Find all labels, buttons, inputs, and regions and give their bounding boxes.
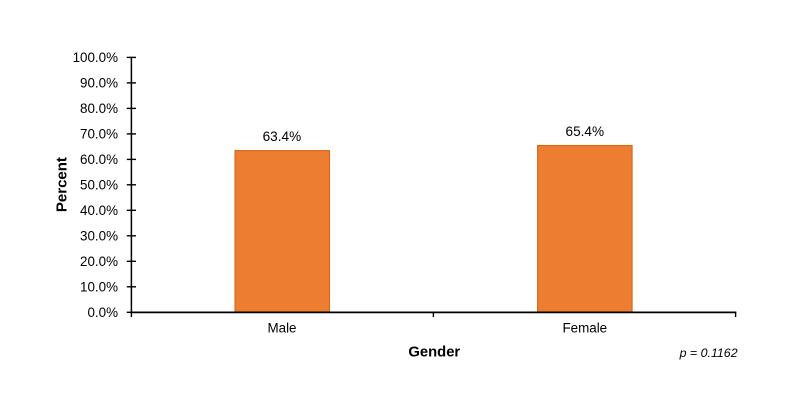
svg-text:70.0%: 70.0% (80, 127, 118, 142)
svg-text:Female: Female (562, 320, 607, 335)
svg-text:10.0%: 10.0% (80, 280, 118, 295)
svg-text:60.0%: 60.0% (80, 152, 118, 167)
svg-text:Percent: Percent (54, 157, 71, 212)
svg-text:20.0%: 20.0% (80, 254, 118, 269)
svg-text:63.4%: 63.4% (263, 129, 302, 144)
svg-text:30.0%: 30.0% (80, 229, 118, 244)
svg-text:40.0%: 40.0% (80, 203, 118, 218)
svg-text:90.0%: 90.0% (80, 76, 118, 91)
svg-text:0.0%: 0.0% (87, 305, 118, 320)
svg-text:100.0%: 100.0% (73, 50, 119, 65)
svg-text:50.0%: 50.0% (80, 178, 118, 193)
svg-text:Male: Male (267, 320, 296, 335)
svg-text:65.4%: 65.4% (566, 124, 605, 139)
svg-text:Gender: Gender (408, 345, 460, 361)
svg-text:80.0%: 80.0% (80, 101, 118, 116)
svg-text:p = 0.1162: p = 0.1162 (679, 346, 738, 360)
